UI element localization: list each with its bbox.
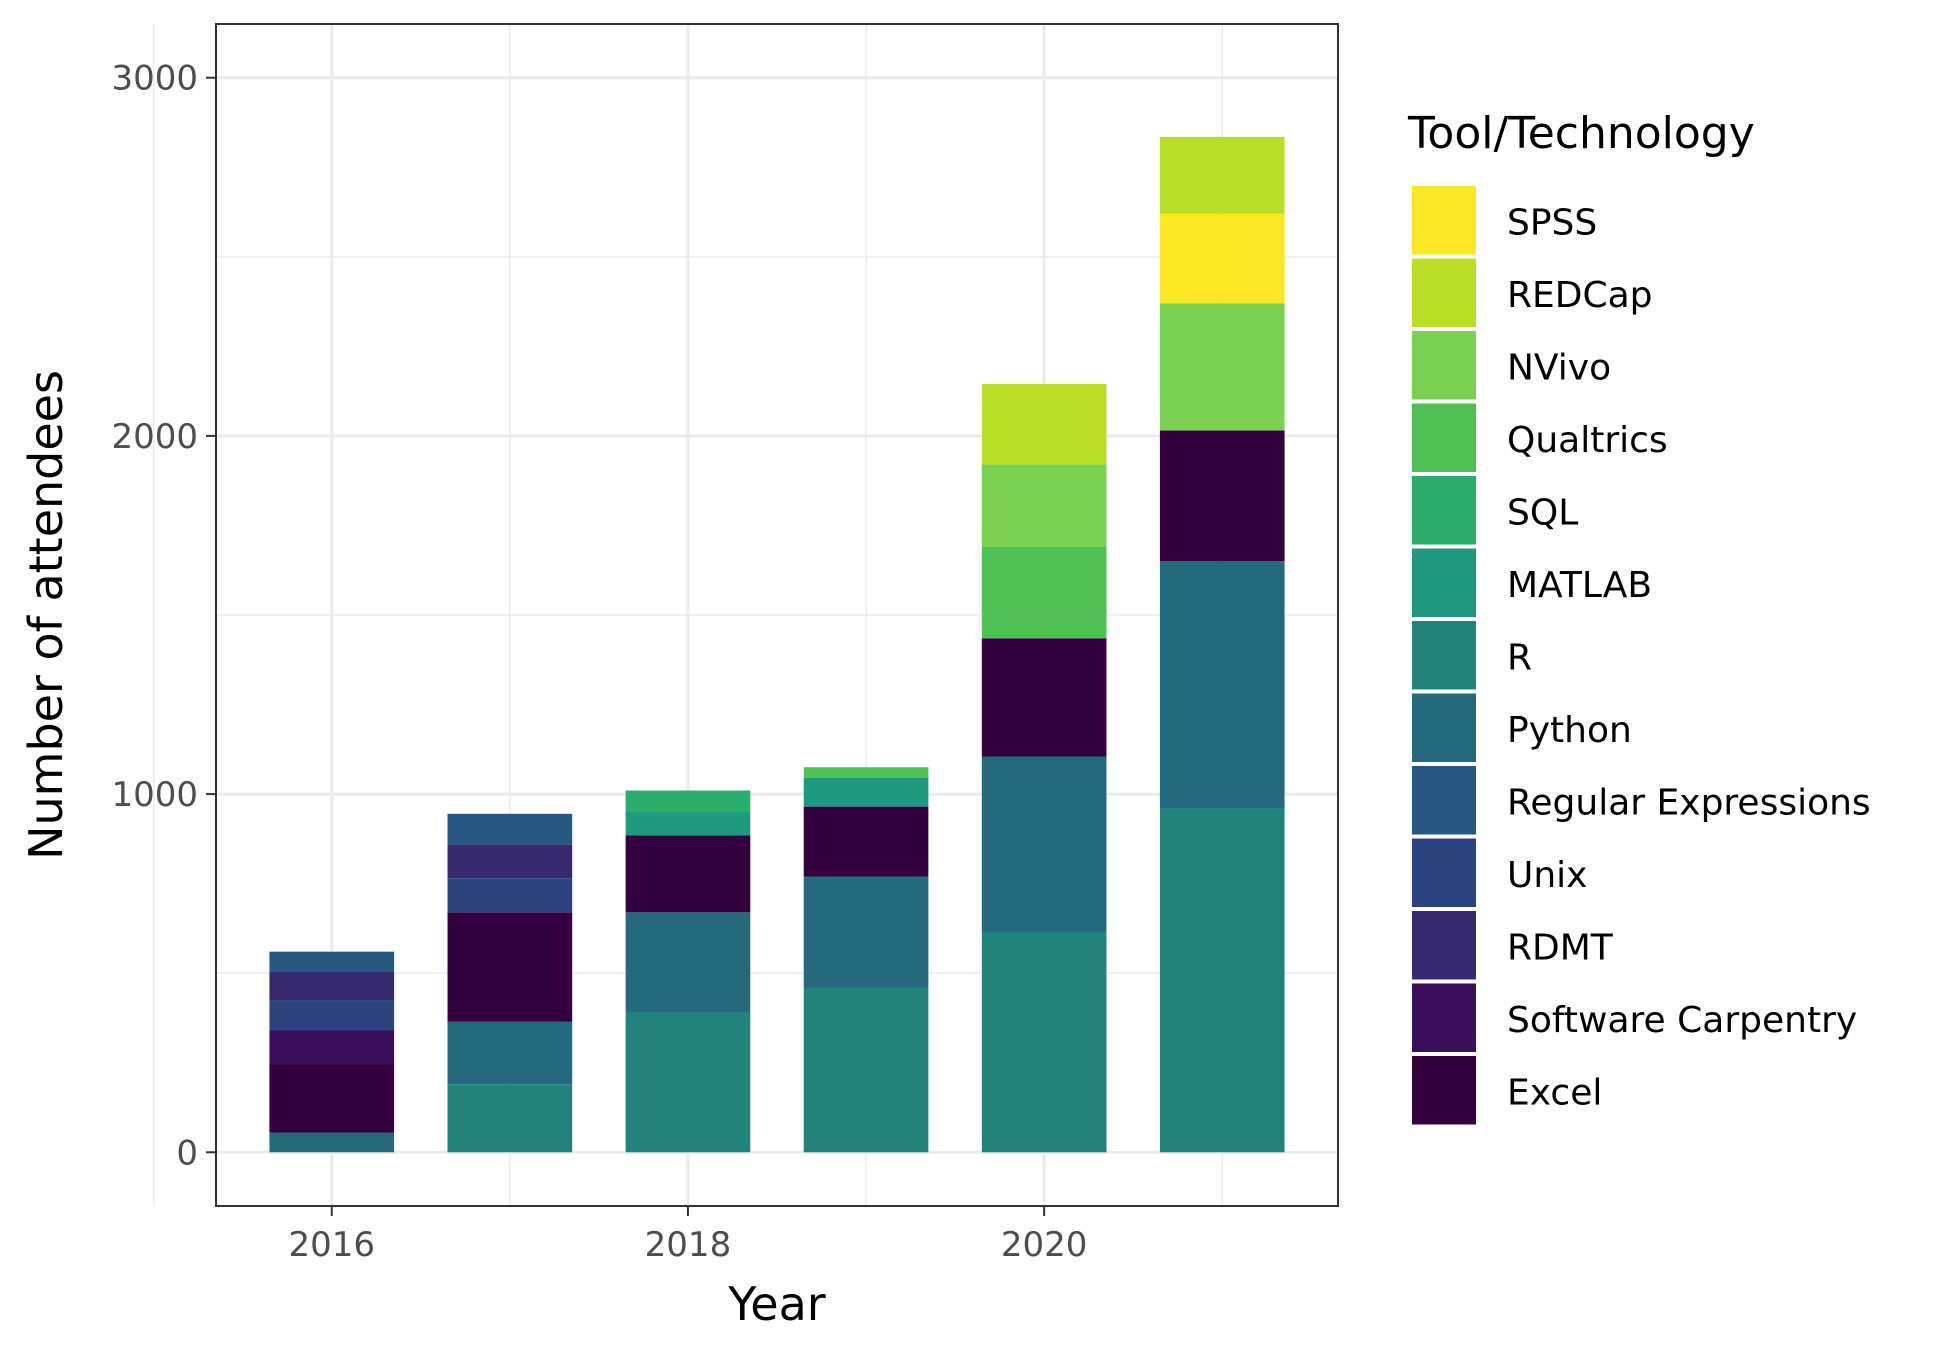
- bar-segment-qualtrics-2019: [803, 767, 929, 778]
- x-axis-title: Year: [727, 1277, 825, 1331]
- bar-segment-python-2017: [447, 1021, 573, 1085]
- bar-segment-r-2019: [803, 987, 929, 1153]
- bar-segment-rdmt-2017: [447, 844, 573, 879]
- x-tick-label: 2016: [288, 1225, 375, 1265]
- legend-label-r: R: [1507, 637, 1532, 678]
- bar-segment-redcap-2021: [1159, 136, 1285, 214]
- legend-key-regular-expressions: [1412, 766, 1476, 835]
- bar-segment-r-2021: [1159, 808, 1285, 1153]
- axes: 0 1000 2000 3000 2016 2018 2020: [111, 59, 1087, 1265]
- legend-key-spss: [1412, 186, 1476, 255]
- bar-segment-matlab-2019: [803, 777, 929, 807]
- bar-segment-unix-2017: [447, 878, 573, 913]
- legend-label-redcap: REDCap: [1507, 275, 1653, 316]
- bar-segment-regular-expressions-2016: [269, 951, 395, 972]
- bar-segment-rdmt-2016: [269, 971, 395, 1001]
- y-tick-label: 1000: [111, 775, 198, 815]
- legend-key-redcap: [1412, 258, 1476, 327]
- legend-label-unix: Unix: [1507, 855, 1587, 896]
- bar-segment-nvivo-2021: [1159, 303, 1285, 431]
- legend-key-software-carpentry: [1412, 983, 1476, 1052]
- bar-segment-python-2021: [1159, 561, 1285, 809]
- grid-lines: [152, 24, 1338, 1206]
- y-tick-label: 3000: [111, 59, 198, 99]
- bar-segment-r-2017: [447, 1084, 573, 1153]
- bar-segment-excel-2017: [447, 912, 573, 1022]
- x-tick-label: 2020: [1001, 1225, 1088, 1265]
- legend-label-matlab: MATLAB: [1507, 565, 1652, 606]
- bar-segment-excel-2021: [1159, 430, 1285, 562]
- bar-segment-nvivo-2020: [981, 464, 1107, 547]
- bar-segment-qualtrics-2020: [981, 546, 1107, 639]
- bar-segment-redcap-2020: [981, 383, 1107, 465]
- legend-key-r: [1412, 621, 1476, 690]
- bar-segment-r-2018: [625, 1012, 751, 1153]
- legend-key-matlab: [1412, 548, 1476, 617]
- legend-key-rdmt: [1412, 911, 1476, 980]
- plot-panel-border: [215, 23, 1339, 1207]
- legend-label-spss: SPSS: [1507, 202, 1597, 243]
- legend-label-sql: SQL: [1507, 492, 1578, 533]
- bar-segment-excel-2016: [269, 1064, 395, 1133]
- legend: Tool/Technology SPSS REDCap NVivo Qualtrics…: [1407, 108, 1871, 1125]
- y-tick-label: 2000: [111, 417, 198, 457]
- bar-segment-matlab-2018: [625, 812, 751, 836]
- x-tick-label: 2018: [645, 1225, 732, 1265]
- y-axis-title: Number of attendees: [19, 370, 73, 860]
- bar-segment-python-2016: [269, 1132, 395, 1153]
- legend-label-qualtrics: Qualtrics: [1507, 420, 1668, 461]
- bar-segment-spss-2021: [1159, 213, 1285, 304]
- bar-segment-excel-2018: [625, 835, 751, 913]
- bar-segment-regular-expressions-2017: [447, 813, 573, 845]
- legend-key-unix: [1412, 838, 1476, 907]
- legend-key-python: [1412, 693, 1476, 762]
- legend-label-nvivo: NVivo: [1507, 347, 1611, 388]
- legend-label-software-carpentry: Software Carpentry: [1507, 1000, 1857, 1041]
- bar-segment-sql-2018: [625, 790, 751, 812]
- legend-key-nvivo: [1412, 331, 1476, 400]
- legend-label-python: Python: [1507, 710, 1632, 751]
- legend-title: Tool/Technology: [1407, 108, 1755, 159]
- bar-segment-r-2020: [981, 931, 1107, 1153]
- bar-segment-software-carpentry-2016: [269, 1030, 395, 1065]
- legend-key-sql: [1412, 476, 1476, 545]
- legend-key-excel: [1412, 1056, 1476, 1125]
- bar-segment-python-2018: [625, 912, 751, 1013]
- bar-segment-python-2020: [981, 756, 1107, 932]
- bar-segment-python-2019: [803, 876, 929, 988]
- legend-label-excel: Excel: [1507, 1072, 1602, 1113]
- legend-label-rdmt: RDMT: [1507, 927, 1614, 968]
- legend-key-qualtrics: [1412, 403, 1476, 472]
- y-tick-label: 0: [176, 1133, 198, 1173]
- bar-segment-unix-2016: [269, 1000, 395, 1031]
- bar-stacks: [269, 136, 1285, 1153]
- legend-label-regular-expressions: Regular Expressions: [1507, 782, 1871, 823]
- bar-segment-excel-2019: [803, 806, 929, 877]
- bar-segment-excel-2020: [981, 638, 1107, 757]
